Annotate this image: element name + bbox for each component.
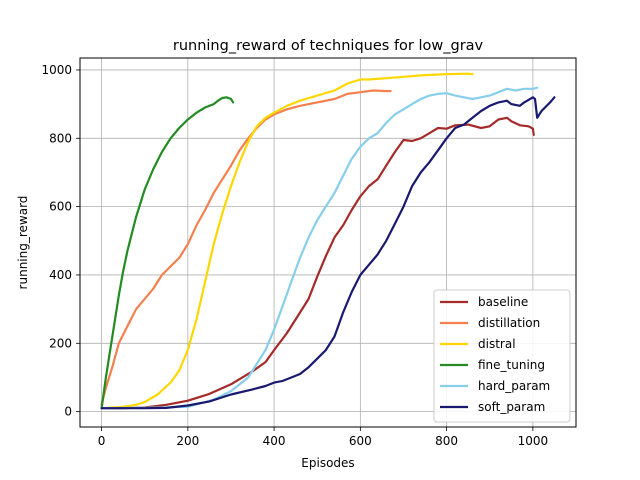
plot-frame: [79, 57, 577, 428]
axis-ticks: 0 200 400 600 800 1000 0 200 400 600 800 1000: [41, 63, 548, 448]
legend-label-baseline: baseline: [478, 295, 528, 309]
y-tick-label: 400: [49, 268, 72, 282]
y-tick-label: 800: [49, 131, 72, 145]
legend-label-fine-tuning: fine_tuning: [478, 358, 545, 372]
y-tick-label: 600: [49, 200, 72, 214]
x-tick-label: 400: [263, 434, 286, 448]
y-tick-label: 0: [64, 405, 72, 419]
y-tick-label: 200: [49, 336, 72, 350]
series-line-soft-param: [100, 96, 556, 410]
series-line-hard-param: [100, 86, 539, 410]
x-tick-label: 600: [349, 434, 372, 448]
x-tick-label: 200: [176, 434, 199, 448]
series-line-fine-tuning: [100, 96, 235, 410]
x-tick-label: 1000: [518, 434, 549, 448]
y-axis-label: running_reward: [16, 196, 30, 290]
x-tick-label: 800: [435, 434, 458, 448]
legend-label-distillation: distillation: [478, 316, 540, 330]
series-line-baseline: [100, 116, 535, 410]
x-tick-label: 0: [98, 434, 106, 448]
legend: baseline distillation distral fine_tuningha…: [433, 289, 571, 423]
legend-label-soft-param: soft_param: [478, 400, 545, 414]
series-line-distillation: [100, 89, 392, 406]
legend-label-hard-param: hard_param: [478, 379, 550, 393]
legend-label-distral: distral: [478, 337, 516, 351]
series-line-distral: [100, 72, 474, 410]
chart-title: running_reward of techniques for low_gra…: [173, 38, 484, 54]
series-lines: [100, 72, 556, 410]
y-tick-label: 1000: [41, 63, 72, 77]
x-axis-label: Episodes: [301, 456, 354, 470]
